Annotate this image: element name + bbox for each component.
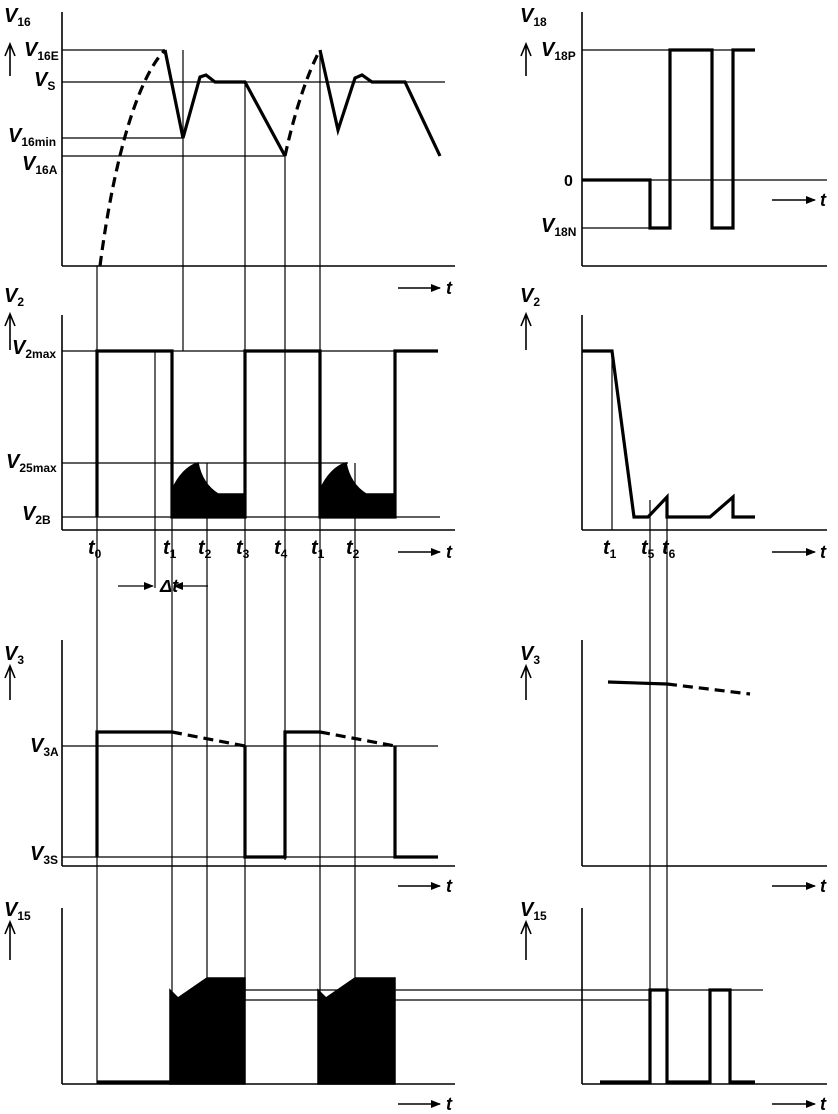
v3-right-level [607,680,668,686]
v2-left-up-arrow [4,311,16,350]
labels: V16 V16E VS V16min V16A V18 V18P 0 V18N … [4,5,827,1114]
panel-v15-left [61,908,763,1108]
t-axis-label-v15-left: t [446,1094,453,1114]
label-v18: V18 [520,5,547,29]
label-t6: t6 [662,537,676,561]
label-t2a: t2 [198,537,212,561]
label-v2-left: V2 [4,285,24,309]
v15-right-up-arrow [520,919,532,960]
t-axis-label-v3-left: t [446,876,453,896]
panel-v18 [581,12,827,267]
v18-waveform [582,48,755,230]
t-axis-label-v2-right: t [820,542,827,562]
v15-right-waveform [600,988,755,1084]
t-axis-label-v2-left: t [446,542,453,562]
t-axis-label-v18: t [820,190,827,210]
label-t1r: t1 [603,537,617,561]
t-axis-label-v16: t [446,278,453,298]
label-delta-t: Δt [159,576,179,596]
panel-v2-left [61,315,455,556]
label-t1a: t1 [163,537,177,561]
v2-left-waveform [95,349,438,519]
label-zero: 0 [564,173,573,190]
label-v3s: V3S [30,843,58,867]
label-v2b: V2B [22,503,51,527]
label-v16: V16 [4,5,31,29]
v3-right-up-arrow [520,663,532,700]
v16-up-arrow [4,41,16,76]
label-t1b: t1 [311,537,325,561]
label-v3-right: V3 [520,643,540,667]
label-v16a: V16A [22,153,58,177]
label-t4: t4 [274,537,288,561]
v3-left-high-1 [95,730,172,857]
v3-left-up-arrow [4,663,16,700]
label-t3: t3 [236,537,250,561]
t-axis-label-v3-right: t [820,876,827,896]
label-v15-right: V15 [520,899,547,923]
label-t5: t5 [641,537,655,561]
label-v3-left: V3 [4,643,24,667]
label-v15-left: V15 [4,899,31,923]
v15-fill-2 [317,977,396,1085]
v3-left-high-2 [243,730,320,859]
t-axis-label-v15-right: t [820,1094,827,1114]
v2-ripple-fill-2 [319,462,396,518]
label-v3a: V3A [30,735,59,759]
v16-waveform-2 [318,49,442,157]
label-t0: t0 [88,537,102,561]
v2-right-waveform [582,349,755,519]
v16-charge-curve-1 [98,48,167,267]
v15-left-up-arrow [4,919,16,960]
label-v16e: V16E [24,39,59,63]
label-vs: VS [34,69,55,93]
panel-v3-left [61,640,455,890]
y-axis-arrows [4,41,532,960]
v2-ripple-fill-1 [171,462,246,518]
v3-left-decay-2 [319,730,396,748]
label-v18n: V18N [541,215,576,239]
v3-left-low-end [393,746,438,859]
label-v2max: V2max [12,337,56,361]
v2-right-up-arrow [520,311,532,350]
panel-v15-right [581,908,827,1108]
panel-v3-right [581,640,827,890]
label-v16min: V16min [8,125,56,149]
v16-charge-curve-2 [283,49,322,157]
panel-v16 [61,12,455,292]
label-v2-right: V2 [520,285,540,309]
label-v25max: V25max [6,451,57,475]
v18-up-arrow [520,41,532,76]
label-v18p: V18P [541,39,576,63]
label-t2b: t2 [346,537,360,561]
v3-left-decay-1 [171,730,246,748]
v3-right-decay [666,682,751,696]
v15-fill-1 [169,977,246,1085]
panel-v2-right [581,315,827,556]
